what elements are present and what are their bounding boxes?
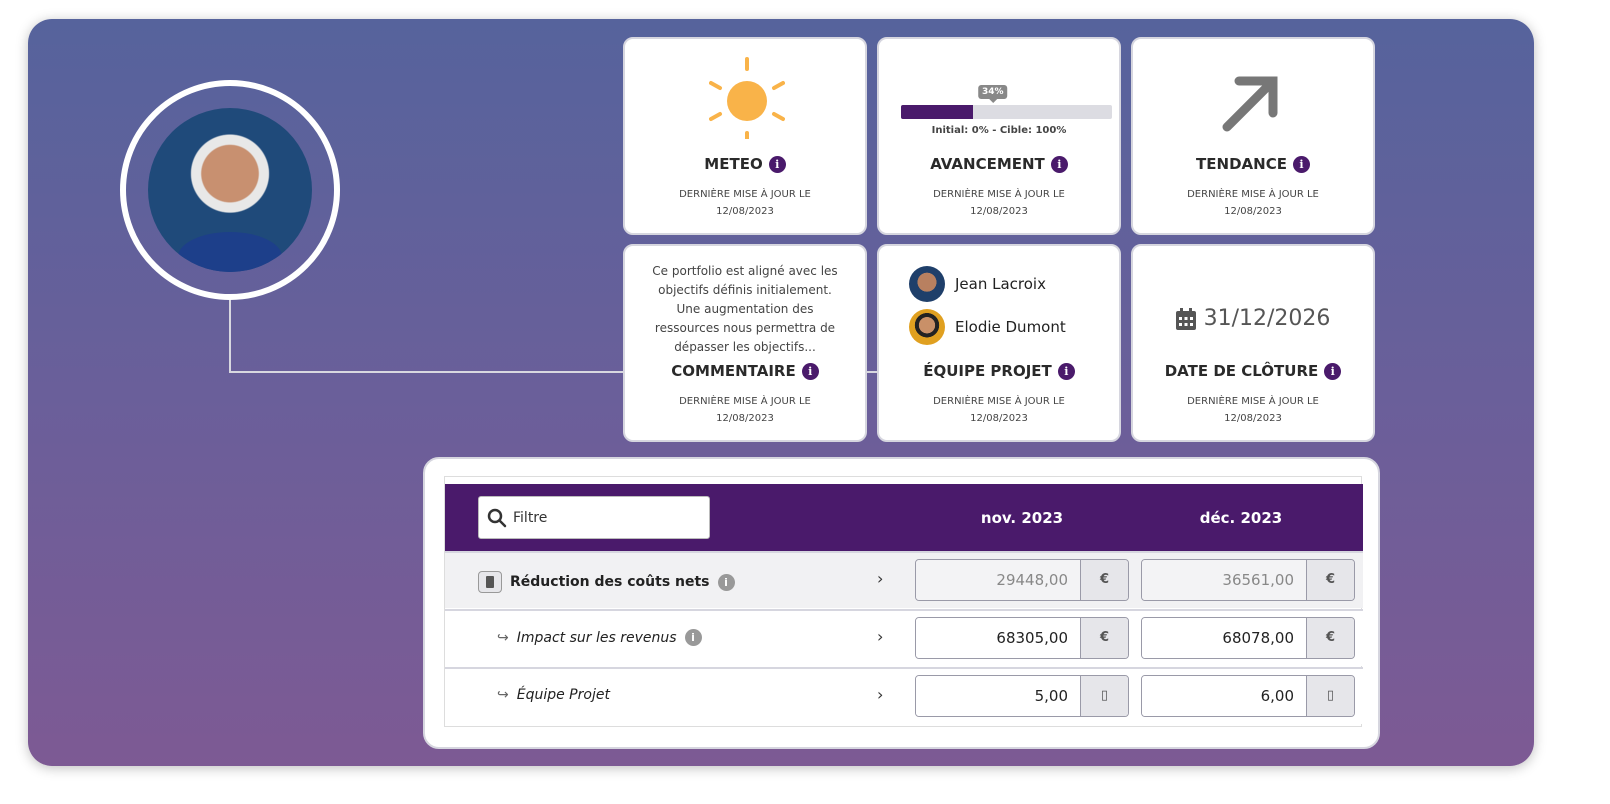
updated-date: 12/08/2023 (970, 206, 1028, 217)
updated-label: DERNIÈRE MISE À JOUR LE (1187, 396, 1319, 407)
info-icon[interactable]: i (1050, 155, 1068, 173)
table-row: Réduction des coûts nets i › 29448,00 € 36… (445, 551, 1363, 608)
unit: € (1306, 560, 1354, 600)
connector-line (229, 371, 877, 373)
value[interactable]: 29448,00 (916, 560, 1080, 600)
info-icon[interactable]: i (717, 573, 735, 591)
calculator-icon (478, 571, 502, 593)
value-input[interactable]: 68078,00 € (1141, 617, 1355, 659)
member-avatar (909, 266, 945, 302)
chevron-right-icon[interactable]: › (877, 569, 884, 588)
card-title: METEO (704, 155, 763, 173)
value[interactable]: 5,00 (916, 676, 1080, 716)
card-tendance: TENDANCE i DERNIÈRE MISE À JOUR LE 12/08/2… (1131, 37, 1375, 235)
member-name: Jean Lacroix (955, 275, 1046, 293)
info-icon[interactable]: i (768, 155, 786, 173)
calendar-icon (1175, 307, 1196, 330)
unit: € (1306, 618, 1354, 658)
search-icon (487, 508, 507, 527)
value-input[interactable]: 68305,00 € (915, 617, 1129, 659)
table-row: ↪ Équipe Projet › 5,00 ▯ 6,00 ▯ (445, 667, 1363, 724)
row-label: Impact sur les revenus (516, 629, 677, 646)
chevron-right-icon[interactable]: › (877, 627, 884, 646)
card-title: ÉQUIPE PROJET (923, 362, 1052, 380)
unit: € (1080, 560, 1128, 600)
month-header: déc. 2023 (1199, 509, 1283, 527)
updated-label: DERNIÈRE MISE À JOUR LE (933, 189, 1065, 200)
card-title: COMMENTAIRE (671, 362, 796, 380)
data-table: Filtre nov. 2023 déc. 2023 Réduction des… (444, 476, 1363, 727)
avatar-photo (148, 108, 312, 272)
team-member[interactable]: Elodie Dumont (909, 309, 1066, 345)
value-input[interactable]: 5,00 ▯ (915, 675, 1129, 717)
info-icon[interactable]: i (1292, 155, 1310, 173)
sub-arrow-icon: ↪ (497, 629, 509, 646)
card-commentaire: Ce portfolio est aligné avec les objecti… (623, 244, 867, 442)
updated-date: 12/08/2023 (1224, 413, 1282, 424)
unit: € (1080, 618, 1128, 658)
progress-fill (901, 105, 973, 119)
card-equipe: Jean Lacroix Elodie Dumont ÉQUIPE PROJET… (877, 244, 1121, 442)
filter-input[interactable]: Filtre (478, 496, 710, 539)
closing-date: 31/12/2026 (1203, 306, 1331, 331)
value-input[interactable]: 29448,00 € (915, 559, 1129, 601)
value[interactable]: 68305,00 (916, 618, 1080, 658)
info-icon[interactable]: i (1324, 362, 1342, 380)
updated-label: DERNIÈRE MISE À JOUR LE (679, 189, 811, 200)
unit: ▯ (1080, 676, 1128, 716)
member-name: Elodie Dumont (955, 318, 1066, 336)
table-row: ↪ Impact sur les revenus i › 68305,00 € 680… (445, 609, 1363, 666)
connector-line (229, 300, 231, 373)
card-cloture: 31/12/2026 DATE DE CLÔTURE i DERNIÈRE MIS… (1131, 244, 1375, 442)
progress-caption: Initial: 0% - Cible: 100% (931, 125, 1067, 136)
value[interactable]: 68078,00 (1142, 618, 1306, 658)
table-header: Filtre nov. 2023 déc. 2023 (445, 484, 1363, 551)
value-input[interactable]: 36561,00 € (1141, 559, 1355, 601)
updated-label: DERNIÈRE MISE À JOUR LE (933, 396, 1065, 407)
updated-date: 12/08/2023 (716, 413, 774, 424)
comment-text: Ce portfolio est aligné avec les objecti… (652, 264, 838, 354)
filter-placeholder: Filtre (513, 509, 548, 526)
sun-icon (709, 57, 785, 139)
card-title: DATE DE CLÔTURE (1164, 362, 1319, 380)
progress-bar (901, 105, 1112, 119)
card-title: AVANCEMENT (930, 155, 1045, 173)
updated-label: DERNIÈRE MISE À JOUR LE (679, 396, 811, 407)
updated-date: 12/08/2023 (970, 413, 1028, 424)
arrow-up-right-icon (1222, 76, 1278, 132)
value-input[interactable]: 6,00 ▯ (1141, 675, 1355, 717)
progress-tooltip: 34% (977, 85, 1008, 103)
card-title: TENDANCE (1196, 155, 1287, 173)
info-icon[interactable]: i (801, 362, 819, 380)
card-meteo: METEO i DERNIÈRE MISE À JOUR LE 12/08/2023 (623, 37, 867, 235)
sub-arrow-icon: ↪ (497, 687, 509, 703)
card-avancement: 34% Initial: 0% - Cible: 100% AVANCEMENT… (877, 37, 1121, 235)
updated-date: 12/08/2023 (1224, 206, 1282, 217)
row-label: Réduction des coûts nets (510, 574, 710, 590)
user-avatar (120, 80, 340, 300)
updated-date: 12/08/2023 (716, 206, 774, 217)
team-member[interactable]: Jean Lacroix (909, 266, 1046, 302)
member-avatar (909, 309, 945, 345)
month-header: nov. 2023 (980, 509, 1064, 527)
info-icon[interactable]: i (1057, 362, 1075, 380)
info-icon[interactable]: i (684, 629, 702, 646)
value[interactable]: 36561,00 (1142, 560, 1306, 600)
chevron-right-icon[interactable]: › (877, 685, 884, 704)
row-label: Équipe Projet (516, 687, 610, 703)
unit: ▯ (1306, 676, 1354, 716)
value[interactable]: 6,00 (1142, 676, 1306, 716)
updated-label: DERNIÈRE MISE À JOUR LE (1187, 189, 1319, 200)
